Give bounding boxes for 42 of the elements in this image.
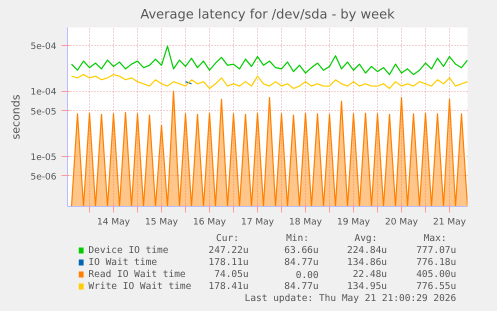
text: 224.84u [346, 245, 388, 256]
y-axis-title: seconds [10, 94, 23, 140]
text: 247.22u [208, 245, 249, 256]
text: 134.95u [346, 281, 388, 292]
text: 63.66u [284, 245, 319, 256]
x-tick-label: 14 May [97, 218, 131, 228]
y-tick-label: 1e-04 [30, 88, 57, 98]
text: 74.05u [214, 269, 249, 280]
chart-title: Average latency for /dev/sda - by week [140, 8, 396, 22]
text: 776.55u [416, 281, 456, 292]
x-tick-label: 20 May [385, 218, 419, 228]
text: Cur: [216, 233, 239, 244]
text: 405.00u [416, 269, 456, 280]
text: 84.77u [284, 281, 319, 292]
x-tick-label: 17 May [241, 218, 275, 228]
text: 84.77u [284, 257, 319, 268]
x-tick-label: 16 May [193, 218, 227, 228]
text: 134.86u [346, 257, 388, 268]
legend-label: Write IO Wait time [88, 281, 192, 292]
text: Avg: [354, 233, 378, 244]
text: 178.41u [208, 281, 249, 292]
text: Max: [424, 233, 447, 244]
legend-label: Device IO time [88, 245, 169, 256]
line-series [70, 46, 468, 76]
text: 0.00 [296, 270, 319, 281]
text: Min: [286, 233, 309, 244]
x-tick-label: 18 May [289, 218, 323, 228]
text: 776.18u [416, 257, 456, 268]
y-tick-label: 5e-04 [30, 42, 57, 52]
y-tick-label: 5e-06 [30, 172, 57, 182]
line-series [70, 74, 468, 90]
y-tick-label: 1e-05 [30, 152, 57, 163]
text: 178.11u [208, 257, 249, 268]
legend-label: Read IO Wait time [88, 269, 186, 280]
text: 22.48u [352, 269, 388, 280]
x-tick-label: 19 May [337, 218, 371, 228]
x-tick-label: 21 May [433, 218, 467, 228]
text: 777.07u [416, 245, 456, 256]
legend-label: IO Wait time [88, 257, 158, 268]
text: Last update: Thu May 21 21:00:29 2026 [244, 293, 457, 304]
x-tick-label: 15 May [145, 218, 179, 228]
y-tick-label: 5e-05 [30, 107, 57, 118]
